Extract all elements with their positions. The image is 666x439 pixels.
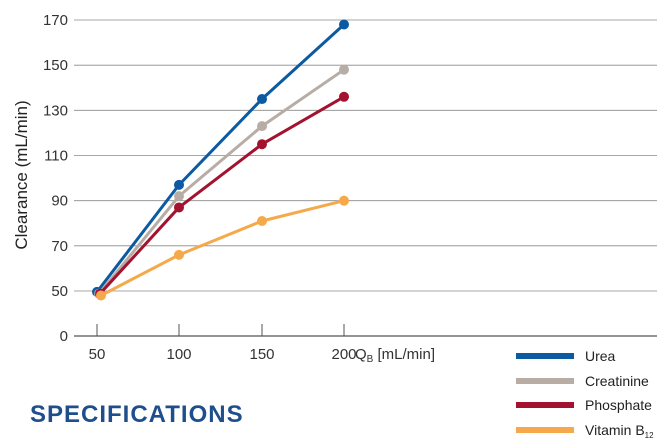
y-tick-label: 90 — [51, 193, 68, 210]
legend-label: Phosphate — [585, 397, 652, 413]
legend: Urea Creatinine Phosphate Vitamin B12 — [516, 348, 654, 439]
legend-label: Vitamin B12 — [585, 422, 654, 439]
data-point — [339, 64, 349, 75]
series-line — [95, 23, 346, 293]
series-creatinine — [94, 64, 349, 299]
x-tick-label: 200 — [331, 346, 356, 363]
series-line — [98, 95, 345, 295]
data-point — [257, 139, 267, 150]
data-point — [257, 215, 267, 226]
data-point — [174, 249, 184, 260]
x-tick-label: 150 — [249, 346, 274, 363]
series-line — [100, 199, 345, 297]
data-point — [339, 91, 349, 102]
y-tick-label: 110 — [44, 148, 68, 165]
data-point — [174, 179, 184, 190]
legend-label: Creatinine — [585, 373, 649, 389]
y-tick-label: 70 — [51, 238, 68, 255]
y-axis-label: Clearance (mL/min) — [12, 100, 31, 249]
series-vitamin-b — [96, 195, 349, 301]
series-line — [97, 68, 345, 295]
data-point — [174, 191, 184, 202]
series-lines — [92, 19, 349, 301]
legend-swatch — [516, 353, 574, 359]
legend-label: Urea — [585, 348, 616, 364]
data-point — [257, 94, 267, 105]
data-point — [339, 19, 349, 30]
data-point — [339, 195, 349, 206]
data-point — [174, 202, 184, 213]
y-tick-label: 130 — [43, 102, 68, 119]
data-point — [96, 290, 106, 301]
x-tick-label: 50 — [89, 346, 106, 363]
grid-lines — [74, 19, 657, 337]
y-tick-label: 150 — [43, 57, 68, 74]
series-phosphate — [95, 91, 349, 299]
x-axis-unit-label: QB [mL/min] — [355, 346, 435, 365]
x-tick-label: 100 — [166, 346, 191, 363]
y-tick-label: 0 — [60, 328, 68, 345]
section-heading: SPECIFICATIONS — [30, 401, 244, 428]
y-tick-labels: 0 50 70 90 110 130 150 170 — [43, 12, 68, 345]
y-tick-label: 170 — [43, 12, 68, 29]
y-tick-label: 50 — [51, 283, 68, 300]
legend-swatch — [516, 402, 574, 408]
data-point — [257, 121, 267, 132]
legend-swatch — [516, 427, 574, 433]
legend-swatch — [516, 378, 574, 384]
